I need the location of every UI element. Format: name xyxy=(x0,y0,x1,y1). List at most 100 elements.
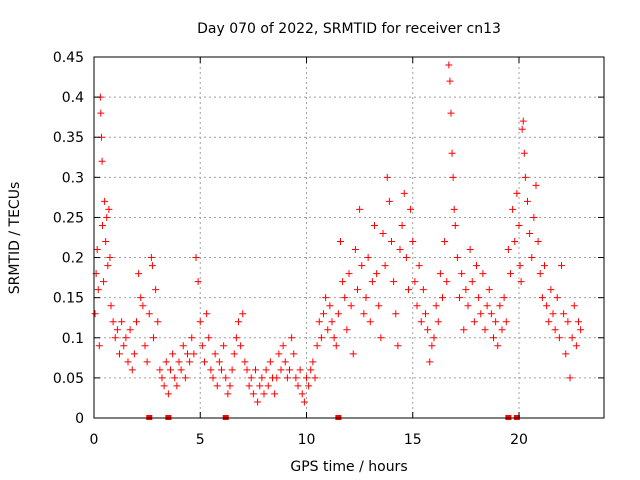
data-point xyxy=(402,254,410,262)
data-point xyxy=(256,382,264,390)
data-point xyxy=(332,342,340,350)
data-point xyxy=(568,334,576,342)
data-point xyxy=(118,318,126,326)
data-point xyxy=(405,286,412,294)
data-point xyxy=(392,310,400,318)
data-point xyxy=(447,109,455,117)
data-point xyxy=(470,318,478,326)
data-point xyxy=(477,310,485,318)
data-point xyxy=(100,278,108,286)
data-point xyxy=(511,238,519,246)
data-point xyxy=(303,374,310,382)
y-tick-label: 0.3 xyxy=(62,170,84,186)
data-point xyxy=(500,294,508,302)
data-point xyxy=(358,262,366,270)
data-point xyxy=(521,173,529,181)
data-point xyxy=(450,205,458,213)
data-point xyxy=(105,205,113,213)
data-point xyxy=(520,149,528,157)
data-point xyxy=(93,246,101,254)
data-point xyxy=(517,278,525,286)
data-point xyxy=(498,326,506,334)
data-point xyxy=(509,205,517,213)
data-point xyxy=(171,374,179,382)
data-point xyxy=(430,334,438,342)
data-point xyxy=(120,342,128,350)
data-point xyxy=(307,366,315,374)
data-point xyxy=(466,246,474,254)
data-point xyxy=(424,326,432,334)
data-point xyxy=(515,221,523,229)
data-point xyxy=(106,254,114,262)
data-point xyxy=(383,173,391,181)
data-point xyxy=(184,350,191,358)
data-point xyxy=(262,366,270,374)
data-point xyxy=(215,358,223,366)
data-point xyxy=(247,374,255,382)
data-point xyxy=(177,366,185,374)
data-point xyxy=(448,149,456,157)
data-point xyxy=(130,350,138,358)
data-point xyxy=(490,334,497,342)
data-point xyxy=(413,302,421,310)
data-point xyxy=(513,189,521,197)
data-point xyxy=(192,254,200,262)
data-point xyxy=(213,382,221,390)
data-point xyxy=(241,358,249,366)
data-point xyxy=(218,366,225,374)
data-point xyxy=(547,286,555,294)
data-point xyxy=(326,302,334,310)
data-point xyxy=(322,294,330,302)
data-point xyxy=(313,342,321,350)
data-point xyxy=(347,302,355,310)
data-point xyxy=(150,334,157,342)
data-point xyxy=(400,189,408,197)
data-point xyxy=(175,358,183,366)
data-point xyxy=(288,334,296,342)
data-point xyxy=(385,197,393,205)
data-point xyxy=(181,374,189,382)
data-point xyxy=(388,238,395,246)
data-point xyxy=(98,157,106,165)
data-point xyxy=(407,205,415,213)
data-point xyxy=(453,254,461,262)
data-point xyxy=(379,229,387,237)
data-point xyxy=(160,382,168,390)
data-point xyxy=(324,326,332,334)
data-point xyxy=(354,286,361,294)
data-point xyxy=(300,398,308,406)
y-tick-label: 0.4 xyxy=(62,90,84,106)
data-point xyxy=(311,374,319,382)
data-point xyxy=(541,262,548,270)
data-point xyxy=(475,294,483,302)
data-point xyxy=(220,342,228,350)
data-point xyxy=(283,374,291,382)
data-point xyxy=(111,334,119,342)
data-point xyxy=(411,278,419,286)
data-point xyxy=(209,374,217,382)
data-point xyxy=(381,262,389,270)
data-points xyxy=(91,61,585,406)
data-point xyxy=(169,350,177,358)
data-point xyxy=(122,334,130,342)
data-point xyxy=(417,318,425,326)
data-point xyxy=(449,173,457,181)
x-tick-label: 20 xyxy=(510,432,528,448)
data-point xyxy=(145,310,153,318)
data-point xyxy=(279,342,287,350)
data-point xyxy=(294,382,302,390)
data-point xyxy=(494,342,502,350)
data-point xyxy=(373,270,381,278)
data-point xyxy=(107,302,115,310)
data-point xyxy=(543,302,551,310)
data-point xyxy=(343,326,351,334)
data-point xyxy=(243,366,251,374)
y-tick-label: 0.25 xyxy=(53,210,84,226)
data-point xyxy=(109,318,117,326)
data-point xyxy=(320,310,327,318)
data-point xyxy=(147,254,155,262)
data-point xyxy=(254,398,262,406)
data-point xyxy=(487,310,495,318)
data-point xyxy=(194,278,202,286)
data-point xyxy=(277,366,285,374)
